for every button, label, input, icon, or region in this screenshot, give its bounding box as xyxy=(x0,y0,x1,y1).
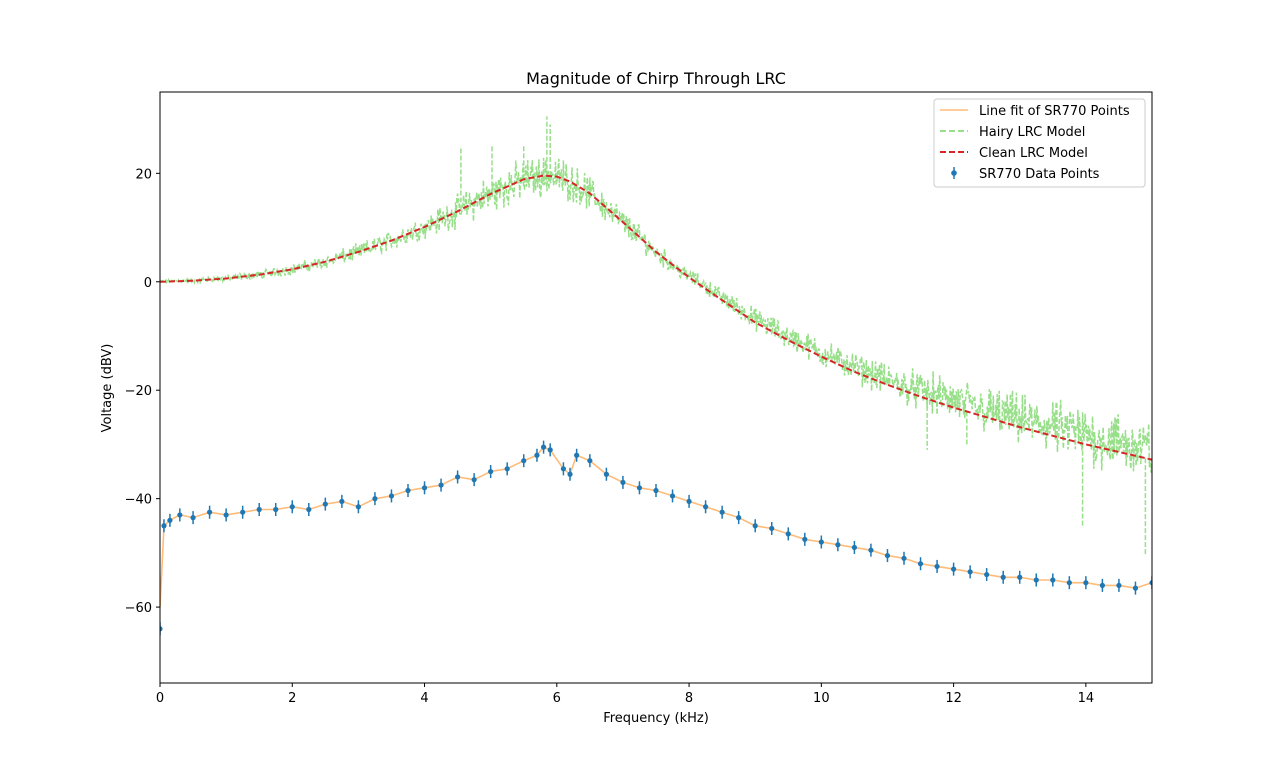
data-point xyxy=(603,471,610,477)
data-point xyxy=(785,531,791,537)
data-point xyxy=(207,509,213,515)
data-point xyxy=(1066,580,1072,586)
x-tick-label: 14 xyxy=(1078,691,1095,706)
data-point xyxy=(355,504,361,510)
data-point xyxy=(736,515,742,521)
data-point xyxy=(669,493,676,499)
data-point xyxy=(306,506,312,513)
x-axis-label: Frequency (kHz) xyxy=(603,711,709,726)
data-point xyxy=(1017,574,1023,580)
data-point xyxy=(884,552,891,559)
data-point xyxy=(802,536,808,542)
data-point xyxy=(547,447,553,453)
data-point xyxy=(534,452,540,458)
data-point xyxy=(438,482,444,488)
data-point xyxy=(273,506,279,513)
data-point xyxy=(471,477,477,483)
plot-area xyxy=(160,116,1152,636)
data-point xyxy=(521,458,527,464)
x-tick-label: 2 xyxy=(288,691,296,706)
data-point xyxy=(967,569,973,575)
data-point xyxy=(574,452,580,458)
data-point xyxy=(653,487,659,494)
data-point xyxy=(835,542,841,548)
data-point xyxy=(190,515,196,521)
data-point xyxy=(752,523,758,529)
data-point xyxy=(504,466,510,472)
y-tick-label: −20 xyxy=(125,384,152,399)
legend-label: Line fit of SR770 Points xyxy=(979,104,1130,119)
x-tick-label: 6 xyxy=(553,691,561,706)
legend-label: Clean LRC Model xyxy=(979,146,1088,161)
data-point xyxy=(240,509,246,515)
data-point xyxy=(1116,582,1122,589)
data-point xyxy=(167,517,173,523)
data-point xyxy=(686,498,692,504)
data-point xyxy=(769,525,775,532)
data-point xyxy=(620,479,626,485)
data-point xyxy=(1132,585,1139,591)
x-tick-label: 10 xyxy=(813,691,830,706)
y-tick-label: −40 xyxy=(125,493,152,508)
data-point xyxy=(818,539,824,545)
data-point xyxy=(455,474,461,480)
data-point xyxy=(540,444,547,450)
data-point xyxy=(1099,582,1105,589)
data-point xyxy=(560,466,567,472)
y-axis-label: Voltage (dBV) xyxy=(100,344,115,433)
data-point xyxy=(1050,577,1056,583)
data-point xyxy=(951,566,957,572)
data-point xyxy=(256,506,262,513)
data-point xyxy=(868,547,874,553)
y-tick-label: 20 xyxy=(135,167,152,182)
series-clean-lrc-model xyxy=(160,174,1152,461)
data-point xyxy=(703,504,709,510)
y-tick-label: 0 xyxy=(144,276,152,291)
legend-swatch-marker xyxy=(951,170,957,176)
data-point xyxy=(1083,580,1089,586)
data-point xyxy=(339,498,345,504)
data-point xyxy=(322,501,328,507)
data-point xyxy=(934,563,940,570)
data-point xyxy=(587,458,593,464)
legend-label: SR770 Data Points xyxy=(979,167,1100,182)
axes-frame xyxy=(159,91,1153,684)
data-point xyxy=(984,571,990,578)
legend-label: Hairy LRC Model xyxy=(979,125,1085,140)
series-line-fit xyxy=(160,446,1152,608)
series-hairy-lrc-model xyxy=(160,157,1152,473)
chart-title: Magnitude of Chirp Through LRC xyxy=(526,69,786,88)
data-point xyxy=(1033,577,1039,583)
x-tick-label: 4 xyxy=(420,691,428,706)
x-tick-label: 12 xyxy=(945,691,962,706)
data-point xyxy=(1149,580,1152,586)
data-point xyxy=(289,504,295,510)
data-point xyxy=(636,485,643,491)
data-point xyxy=(488,468,494,475)
data-point xyxy=(421,485,428,491)
axis-ticks: 0 2 4 6 8 10 12 14 −60 −40 −20 0 20 xyxy=(125,167,1095,706)
data-point xyxy=(160,626,163,632)
data-point xyxy=(901,555,907,561)
data-point xyxy=(567,471,573,477)
y-tick-label: −60 xyxy=(125,601,152,616)
data-point xyxy=(917,561,924,567)
data-point xyxy=(223,512,229,518)
data-point xyxy=(161,523,167,529)
legend-box xyxy=(933,98,1146,188)
legend: Line fit of SR770 Points Hairy LRC Model C… xyxy=(933,98,1146,188)
data-point xyxy=(388,493,395,499)
data-point xyxy=(405,487,411,494)
x-tick-label: 8 xyxy=(685,691,693,706)
data-point xyxy=(719,509,725,515)
data-point xyxy=(1000,574,1006,580)
x-tick-label: 0 xyxy=(156,691,164,706)
data-point xyxy=(851,544,858,551)
data-point xyxy=(372,496,378,502)
data-point xyxy=(177,512,183,518)
